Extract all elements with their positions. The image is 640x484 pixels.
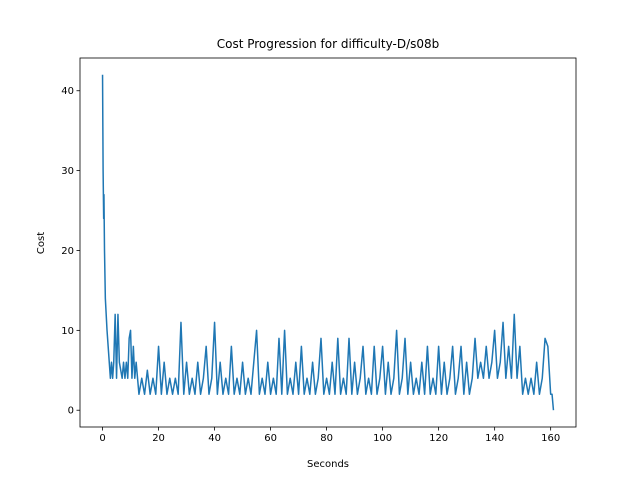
x-tick-label: 160 [541, 433, 560, 444]
x-axis-label: Seconds [307, 459, 349, 470]
x-tick-label: 40 [208, 433, 221, 444]
plot-frame [79, 57, 577, 428]
x-tick-label: 0 [99, 433, 105, 444]
x-tick-label: 100 [373, 433, 392, 444]
x-tick-label: 20 [152, 433, 165, 444]
chart-title: Cost Progression for difficulty-D/s08b [217, 37, 440, 51]
x-tick-label: 80 [320, 433, 333, 444]
data-line [101, 74, 555, 411]
y-tick-label: 0 [68, 406, 74, 417]
x-tick-label: 140 [485, 433, 504, 444]
y-tick-label: 20 [61, 246, 74, 257]
y-tick-label: 40 [61, 86, 74, 97]
x-tick-label: 120 [429, 433, 448, 444]
y-tick-label: 30 [61, 166, 74, 177]
y-axis-label: Cost [36, 232, 47, 254]
x-tick-label: 60 [264, 433, 277, 444]
y-tick-label: 10 [61, 326, 74, 337]
